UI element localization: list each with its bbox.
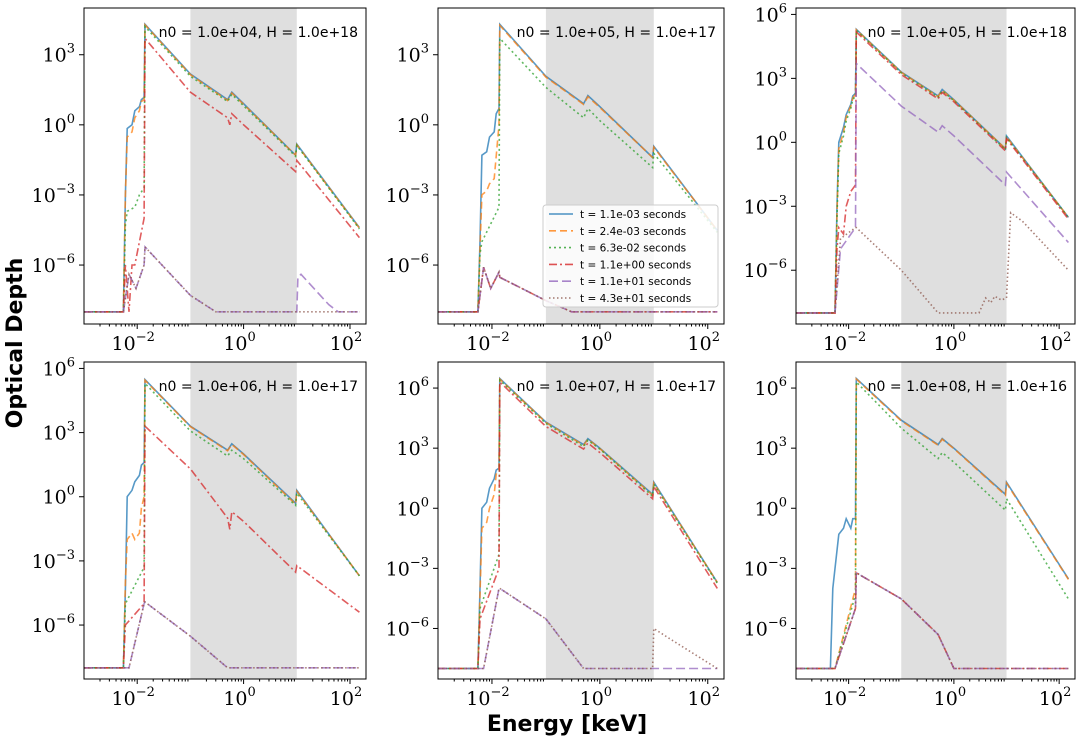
panel-title: n0 = 1.0e+08, H = 1.0e+16 xyxy=(868,379,1067,395)
series-line-2 xyxy=(796,377,1070,670)
x-tick-label: 102 xyxy=(1039,330,1071,355)
y-axis-label: Optical Depth xyxy=(3,258,28,429)
series-line-6 xyxy=(84,600,360,669)
series-line-3 xyxy=(84,381,361,669)
y-tick-label: 103 xyxy=(755,435,787,460)
y-tick-label: 10−6 xyxy=(386,252,429,277)
y-tick-label: 100 xyxy=(397,112,429,137)
series-line-4 xyxy=(84,36,361,313)
y-tick-label: 103 xyxy=(43,42,75,67)
x-tick-label: 102 xyxy=(688,685,720,710)
x-tick-label: 100 xyxy=(223,330,255,355)
x-tick-label: 102 xyxy=(330,330,362,355)
series-line-6 xyxy=(84,244,360,313)
series-line-2 xyxy=(84,22,361,313)
legend-entry-label: t = 1.1e+00 seconds xyxy=(580,259,691,271)
series-line-6 xyxy=(438,587,718,670)
x-axis-label: Energy [keV] xyxy=(487,712,647,737)
chart-panel-6: 10−2 100 102 10−6 10−3 100 103 106 n0 = 1.0e+08,… xyxy=(744,361,1076,710)
energy-band-shade xyxy=(901,8,1007,324)
y-tick-label: 103 xyxy=(397,435,429,460)
y-tick-label: 103 xyxy=(397,42,429,67)
y-tick-label: 100 xyxy=(755,129,787,154)
x-tick-label: 100 xyxy=(580,685,612,710)
series-line-5 xyxy=(84,244,360,313)
series-line-6 xyxy=(796,211,1069,314)
legend: t = 1.1e-03 seconds t = 2.4e-03 seconds t … xyxy=(542,204,719,308)
series-line-3 xyxy=(438,378,718,670)
y-tick-label: 10−3 xyxy=(386,182,429,207)
energy-band-shade xyxy=(190,8,297,324)
y-tick-label: 10−3 xyxy=(744,193,787,218)
axes-frame xyxy=(83,361,367,680)
x-tick-label: 10−2 xyxy=(466,685,509,710)
panel-title: n0 = 1.0e+07, H = 1.0e+17 xyxy=(517,379,716,395)
legend-entry-label: t = 2.4e-03 seconds xyxy=(580,226,686,238)
chart-panel-5: 10−2 100 102 10−6 10−3 100 103 106 n0 = 1.0e+07,… xyxy=(386,361,725,710)
x-tick-label: 10−2 xyxy=(466,330,509,355)
x-tick-label: 10−2 xyxy=(823,330,866,355)
y-tick-label: 10−6 xyxy=(744,615,787,640)
x-tick-label: 100 xyxy=(580,330,612,355)
y-tick-label: 106 xyxy=(397,375,429,400)
y-tick-label: 100 xyxy=(43,112,75,137)
energy-band-shade xyxy=(545,362,654,679)
chart-panel-3: 10−2 100 102 10−6 10−3 100 103 106 n0 = 1.0e+05,… xyxy=(744,1,1076,355)
legend-box xyxy=(542,204,719,308)
series-line-4 xyxy=(438,380,718,670)
legend-entry-label: t = 6.3e-02 seconds xyxy=(580,243,686,255)
series-line-3 xyxy=(438,36,718,313)
y-tick-label: 10−3 xyxy=(744,555,787,580)
x-tick-label: 102 xyxy=(330,685,362,710)
series-line-3 xyxy=(796,380,1070,670)
y-tick-label: 106 xyxy=(755,1,787,26)
legend-entry-label: t = 1.1e-03 seconds xyxy=(580,209,686,221)
series-line-1 xyxy=(796,376,1070,670)
y-tick-label: 10−3 xyxy=(32,182,75,207)
x-tick-label: 10−2 xyxy=(112,685,155,710)
series-line-6 xyxy=(796,571,1069,670)
y-tick-label: 106 xyxy=(43,355,75,380)
y-tick-label: 103 xyxy=(43,420,75,445)
y-tick-label: 10−6 xyxy=(744,257,787,282)
panel-title: n0 = 1.0e+05, H = 1.0e+18 xyxy=(868,25,1067,41)
y-tick-label: 106 xyxy=(755,375,787,400)
series-line-3 xyxy=(84,24,361,313)
y-tick-label: 100 xyxy=(43,484,75,509)
series-line-4 xyxy=(84,424,360,669)
y-tick-label: 100 xyxy=(755,495,787,520)
chart-panel-4: 10−2 100 102 10−6 10−3 100 103 106 n0 = 1.0e+06,… xyxy=(32,355,367,710)
x-tick-label: 100 xyxy=(223,685,255,710)
series-line-2 xyxy=(84,378,361,669)
legend-entry-label: t = 4.3e+01 seconds xyxy=(580,293,691,305)
y-tick-label: 10−3 xyxy=(386,555,429,580)
panel-title: n0 = 1.0e+05, H = 1.0e+17 xyxy=(517,25,716,41)
panel-title: n0 = 1.0e+06, H = 1.0e+17 xyxy=(159,379,358,395)
series-line-6 xyxy=(438,267,718,313)
y-tick-label: 100 xyxy=(397,495,429,520)
chart-panel-1: 10−2 100 102 10−6 10−3 100 103 n0 = 1.0e+04, H … xyxy=(32,7,367,355)
y-tick-label: 103 xyxy=(755,65,787,90)
x-tick-label: 100 xyxy=(934,330,966,355)
y-tick-label: 10−3 xyxy=(32,548,75,573)
y-tick-label: 10−6 xyxy=(32,252,75,277)
axes-frame xyxy=(795,7,1076,325)
axes-frame xyxy=(83,7,367,325)
x-tick-label: 102 xyxy=(1039,685,1071,710)
x-tick-label: 10−2 xyxy=(112,330,155,355)
axes-frame xyxy=(437,7,725,325)
x-tick-label: 10−2 xyxy=(823,685,866,710)
x-tick-label: 102 xyxy=(688,330,720,355)
axes-frame xyxy=(795,361,1076,680)
y-tick-label: 10−6 xyxy=(386,615,429,640)
legend-entry-label: t = 1.1e+01 seconds xyxy=(580,276,691,288)
y-tick-label: 10−6 xyxy=(32,612,75,637)
energy-band-shade xyxy=(901,362,1007,679)
panel-title: n0 = 1.0e+04, H = 1.0e+18 xyxy=(159,25,358,41)
axes-frame xyxy=(437,361,725,680)
x-tick-label: 100 xyxy=(934,685,966,710)
